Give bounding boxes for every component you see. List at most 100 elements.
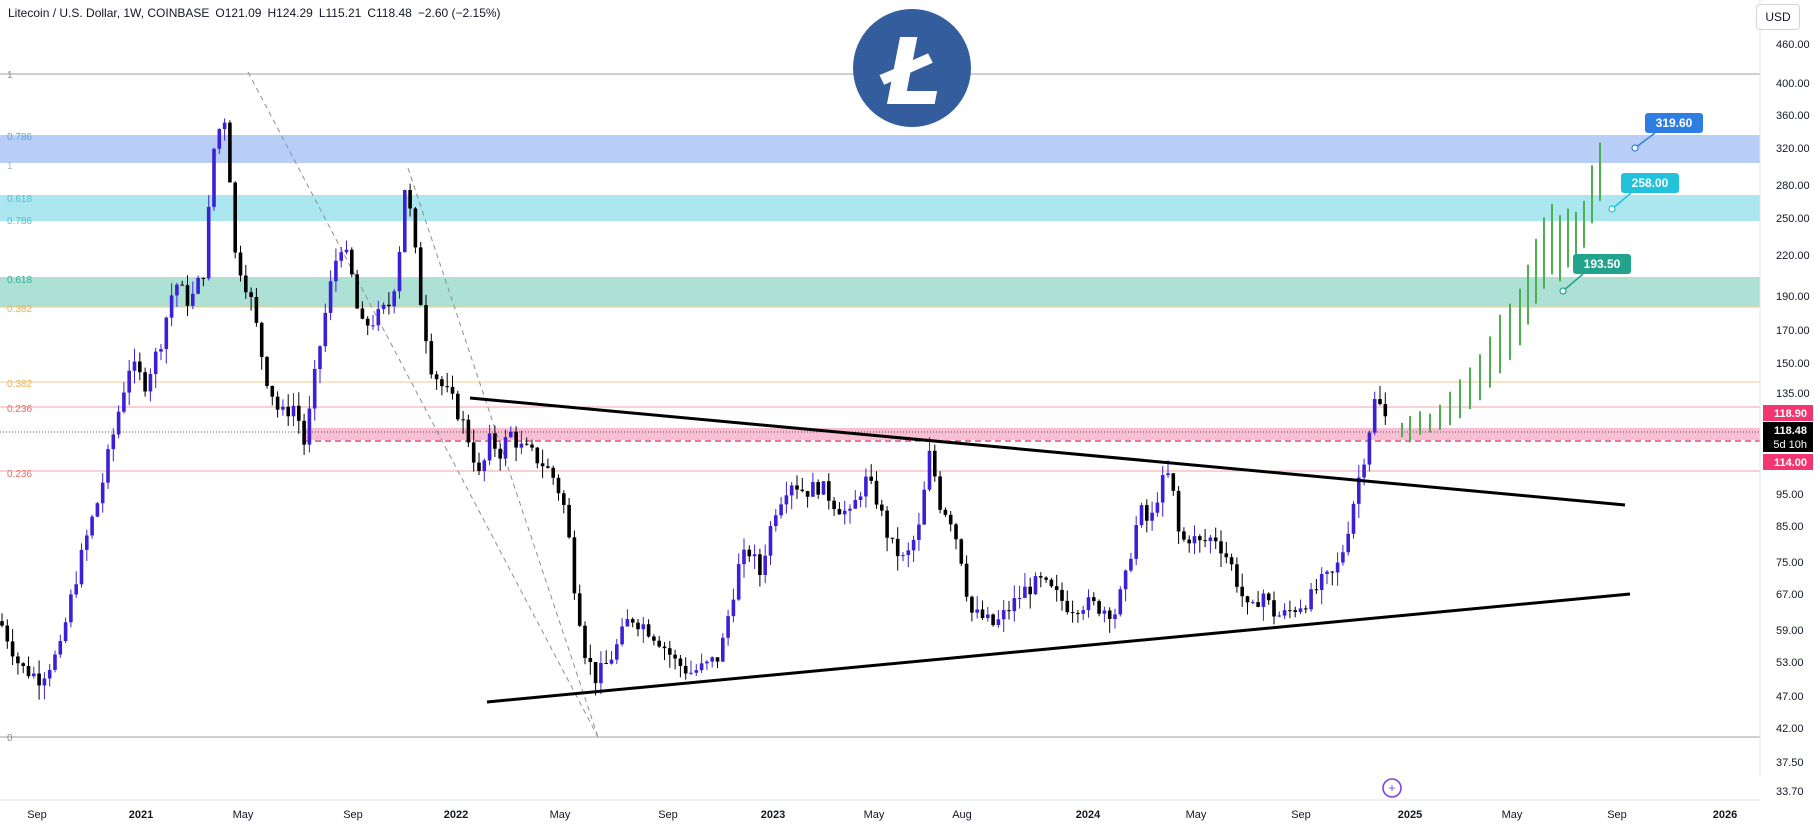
candle-body [519,443,524,448]
candle-body [593,662,598,684]
target-label: 319.60 [1656,116,1693,130]
candle-body [795,485,799,490]
candle-body [1113,614,1117,620]
candle-body [1017,598,1022,600]
candle-body [95,503,100,517]
fib-label: 0.618 [7,275,32,286]
candle-body [482,460,487,472]
candle-body [689,672,693,674]
candle-body [927,450,932,490]
close-value: C118.48 [367,6,412,20]
price-tick: 95.00 [1776,489,1804,501]
candle-body [609,659,614,664]
candle-body [975,609,979,613]
candle-body [334,260,338,282]
price-tick: 280.00 [1776,180,1810,192]
candle-body [249,292,253,297]
descending-trendline [469,396,1626,507]
candle-body [567,504,571,538]
candle-body [943,509,948,515]
target-pointer [1611,192,1632,210]
candle-body [63,622,68,642]
candle-body [1378,399,1382,405]
time-label: May [233,809,254,821]
candle-body [1070,612,1075,614]
candle-body [752,554,757,557]
time-label: 2026 [1713,809,1737,821]
candle-body [498,448,502,459]
candle-body [662,646,667,649]
candle-body [291,405,296,417]
time-label: May [550,809,571,821]
candle-body [493,433,497,449]
candle-body [212,148,216,207]
price-tick: 85.00 [1776,521,1804,533]
candle-body [1208,537,1213,542]
price-tick: 37.50 [1776,757,1804,769]
candle-body [1240,586,1244,597]
price-tick: 33.70 [1776,786,1804,798]
candle-body [503,437,508,459]
price-tag-value: 118.48 [1774,425,1807,437]
candle-body [1028,586,1032,595]
time-label: Aug [952,809,972,821]
target-label-box [1645,113,1703,133]
trend-dashed-line [407,167,599,738]
candle-body [42,678,47,686]
candle-body [323,312,328,347]
candle-body [1357,477,1361,504]
candle-body [1293,610,1297,612]
candle-body [562,493,566,505]
candle-body [138,361,142,373]
candle-body [175,284,179,296]
candle-body [604,663,608,665]
candle-body [1288,610,1292,612]
candle-body [238,252,243,276]
candle-body [434,374,439,380]
time-label: 2023 [761,809,785,821]
price-tick: 150.00 [1776,358,1810,370]
candle-body [954,524,958,540]
candle-body [535,447,540,464]
candle-body [1351,503,1356,534]
time-label: 2022 [444,809,468,821]
fib-label: 0.618 [7,194,32,205]
candle-body [901,555,905,557]
candle-body [546,466,550,468]
candle-body [344,249,349,253]
candle-body [726,616,730,638]
candle-body [69,594,73,623]
candle-body [948,514,953,525]
candle-body [1224,553,1229,558]
candle-body [895,538,900,557]
candle-body [1213,537,1218,542]
candle-body [827,481,831,501]
candle-body [1298,608,1303,612]
event-marker-glyph: + [1388,781,1395,795]
candle-body [1182,531,1186,540]
candle-body [429,341,434,375]
target-anchor [1631,144,1639,152]
candle-body [222,122,227,130]
open-value: O121.09 [215,6,262,20]
candle-body [318,346,322,370]
candle-body [694,670,699,673]
candle-body [1065,600,1070,613]
candle-body [53,654,57,670]
candle-body [408,190,412,209]
candle-body [1304,608,1308,610]
candle-body [254,296,259,323]
candle-body [196,277,200,294]
fib-label: 0.236 [7,404,32,415]
candle-body [1171,473,1176,491]
fib-band-0382 [0,277,1760,307]
candle-body [599,663,603,684]
candle-body [397,251,402,292]
currency-button[interactable]: USD [1756,4,1800,30]
candle-body [1118,589,1123,615]
candle-body [47,669,52,679]
ascending-trendline [486,592,1631,704]
candle-body [1314,589,1319,591]
time-label: Sep [1291,809,1311,821]
